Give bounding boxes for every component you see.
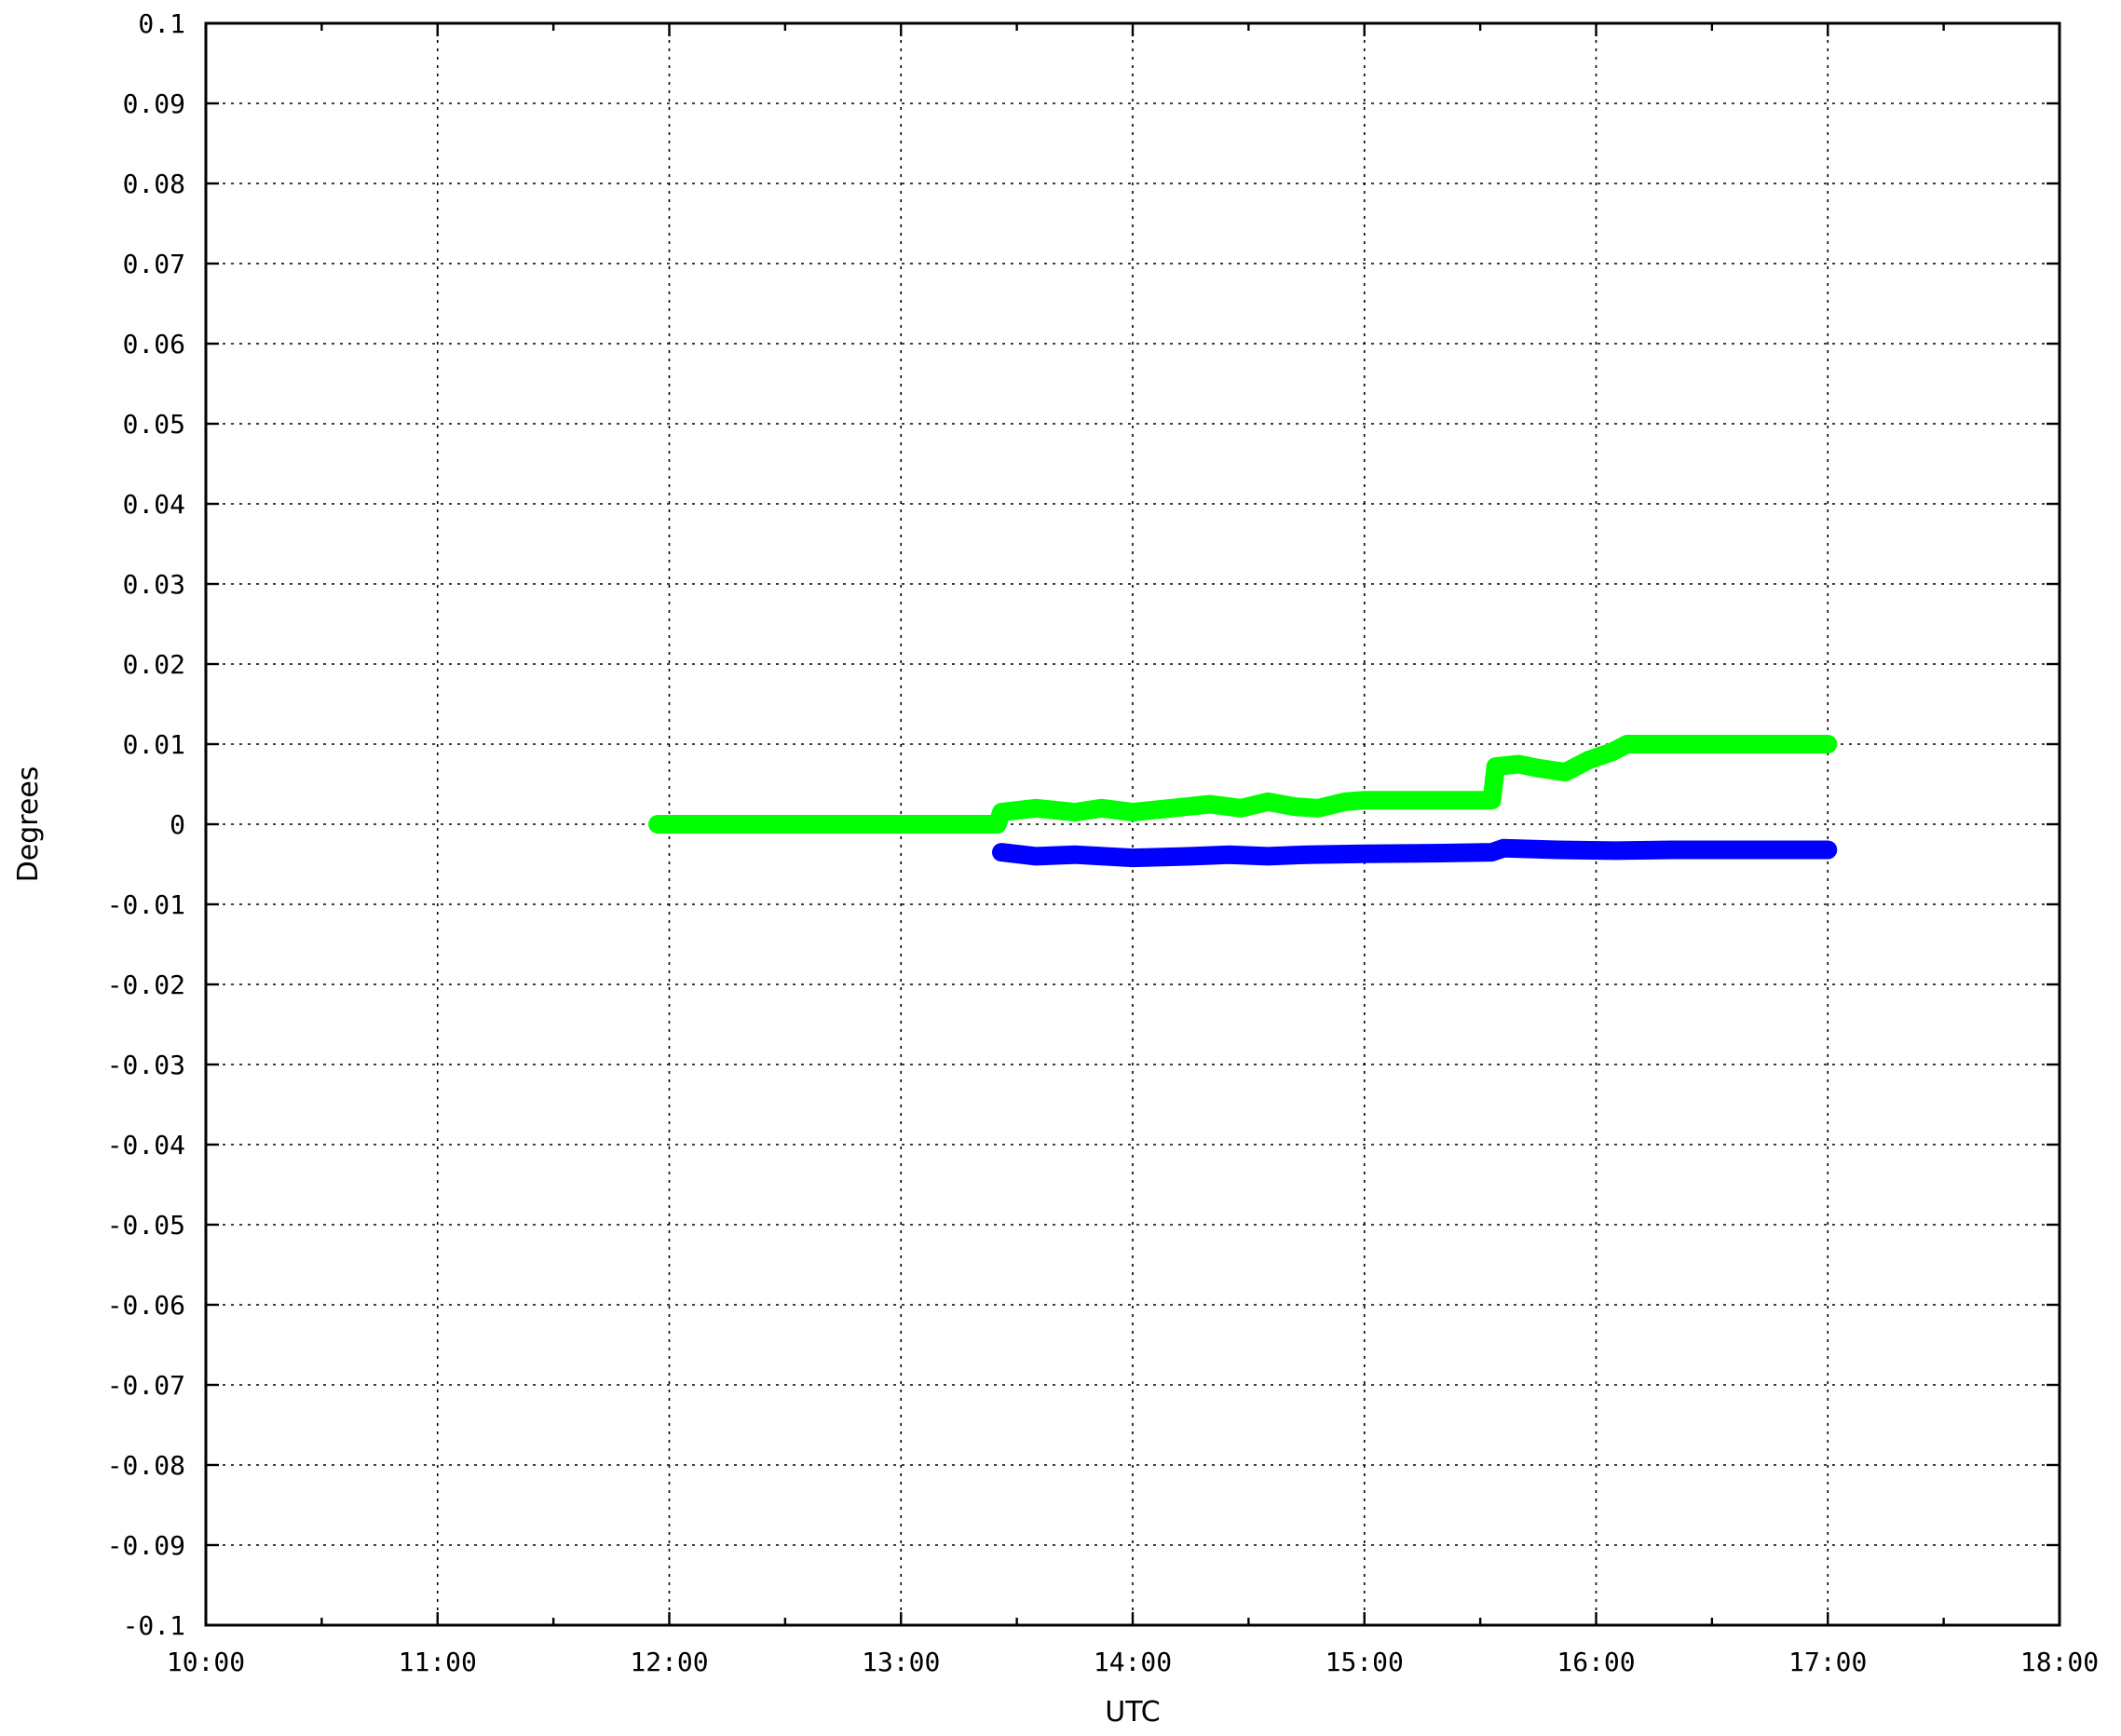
y-tick-label: 0.1 xyxy=(138,8,185,39)
y-tick-label: -0.1 xyxy=(123,1610,185,1641)
y-tick-label: 0.03 xyxy=(123,569,185,600)
y-tick-label: 0 xyxy=(170,809,185,840)
x-tick-label: 13:00 xyxy=(862,1647,940,1677)
x-tick-label: 18:00 xyxy=(2020,1647,2099,1677)
y-tick-label: -0.08 xyxy=(107,1450,185,1481)
x-tick-label: 14:00 xyxy=(1094,1647,1172,1677)
x-tick-label: 10:00 xyxy=(167,1647,245,1677)
x-tick-label: 16:00 xyxy=(1557,1647,1635,1677)
y-tick-label: -0.09 xyxy=(107,1530,185,1561)
y-axis-title: Degrees xyxy=(12,766,45,883)
tick-layer xyxy=(204,21,2061,1627)
x-tick-label: 17:00 xyxy=(1788,1647,1867,1677)
y-tick-label: 0.04 xyxy=(123,489,185,520)
x-tick-label: 12:00 xyxy=(630,1647,708,1677)
y-tick-label: -0.06 xyxy=(107,1290,185,1321)
x-tick-label: 11:00 xyxy=(399,1647,477,1677)
y-tick-label: 0.06 xyxy=(123,329,185,359)
y-tick-label: -0.07 xyxy=(107,1370,185,1401)
y-tick-label: 0.02 xyxy=(123,649,185,680)
y-tick-label: 0.08 xyxy=(123,169,185,199)
y-tick-label: -0.02 xyxy=(107,970,185,1000)
y-tick-label: 0.01 xyxy=(123,729,185,760)
grid-layer xyxy=(206,23,2060,1625)
series-line-2 xyxy=(992,838,1838,868)
y-tick-label: -0.05 xyxy=(107,1210,185,1241)
label-layer: 0.1 0.09 0.08 0.07 0.06 0.05 0.04 0.03 0.02 0.01 0… xyxy=(107,8,2099,1677)
y-tick-label: 0.07 xyxy=(123,249,185,279)
x-axis-title: UTC xyxy=(1105,1696,1160,1729)
y-tick-label: 0.05 xyxy=(123,409,185,440)
y-tick-label: 0.09 xyxy=(123,88,185,119)
y-tick-label: -0.01 xyxy=(107,889,185,920)
x-tick-label: 15:00 xyxy=(1326,1647,1404,1677)
y-tick-label: -0.03 xyxy=(107,1050,185,1080)
series-line-1 xyxy=(648,735,1838,834)
series-layer xyxy=(648,735,1838,868)
y-tick-label: -0.04 xyxy=(107,1130,185,1160)
